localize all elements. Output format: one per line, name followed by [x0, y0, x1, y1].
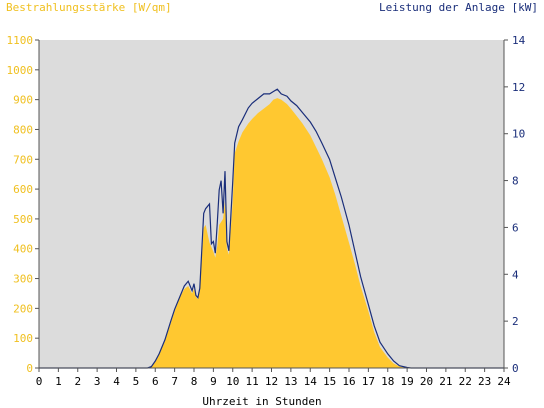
x-tick-label: 16 [342, 375, 355, 388]
left-tick-label: 700 [13, 153, 33, 166]
x-tick-label: 22 [459, 375, 472, 388]
right-tick-label: 14 [512, 34, 526, 47]
x-tick-label: 24 [497, 375, 511, 388]
x-tick-label: 11 [246, 375, 259, 388]
right-tick-label: 10 [512, 128, 525, 141]
x-tick-label: 4 [113, 375, 120, 388]
right-tick-label: 8 [512, 175, 519, 188]
x-tick-label: 2 [74, 375, 81, 388]
x-tick-label: 21 [439, 375, 452, 388]
x-tick-label: 14 [304, 375, 318, 388]
left-tick-label: 600 [13, 183, 33, 196]
x-tick-label: 15 [323, 375, 336, 388]
left-tick-label: 1000 [7, 64, 34, 77]
x-tick-label: 10 [226, 375, 239, 388]
right-axis-ticks: 0 2 4 6 8 10 12 14 [504, 34, 526, 375]
right-tick-label: 2 [512, 315, 519, 328]
x-tick-label: 6 [152, 375, 159, 388]
x-tick-label: 20 [420, 375, 433, 388]
right-tick-label: 0 [512, 362, 519, 375]
x-tick-label: 5 [133, 375, 140, 388]
left-tick-label: 500 [13, 213, 33, 226]
power-line [39, 88, 504, 369]
left-tick-label: 300 [13, 273, 33, 286]
x-tick-label: 19 [401, 375, 414, 388]
irradiance-area [39, 98, 504, 368]
left-tick-label: 400 [13, 243, 33, 256]
right-tick-label: 6 [512, 221, 519, 234]
right-axis-title: Leistung der Anlage [kW] [379, 1, 538, 14]
x-axis-ticks: 0 1 2 3 4 5 6 7 8 9 10 11 12 13 14 15 16 17 18 19 20 21 22 23 24 [36, 368, 511, 388]
x-tick-label: 7 [171, 375, 178, 388]
x-tick-label: 13 [284, 375, 297, 388]
left-tick-label: 100 [13, 332, 33, 345]
right-tick-label: 12 [512, 81, 525, 94]
x-tick-label: 23 [478, 375, 491, 388]
x-tick-label: 3 [94, 375, 101, 388]
x-tick-label: 8 [191, 375, 198, 388]
left-tick-label: 0 [26, 362, 33, 375]
x-tick-label: 17 [362, 375, 375, 388]
left-tick-label: 900 [13, 94, 33, 107]
left-tick-label: 1100 [7, 34, 34, 47]
x-tick-label: 9 [210, 375, 217, 388]
left-axis-title: Bestrahlungsstärke [W/qm] [6, 1, 172, 14]
x-axis-title: Uhrzeit in Stunden [202, 395, 321, 408]
left-tick-label: 800 [13, 123, 33, 136]
left-axis-ticks: 0 100 200 300 400 500 600 700 800 900 1000 1100 [7, 34, 39, 375]
left-tick-label: 200 [13, 302, 33, 315]
x-tick-label: 12 [265, 375, 278, 388]
x-tick-label: 1 [55, 375, 62, 388]
x-tick-label: 0 [36, 375, 43, 388]
right-tick-label: 4 [512, 268, 519, 281]
x-tick-label: 18 [381, 375, 394, 388]
